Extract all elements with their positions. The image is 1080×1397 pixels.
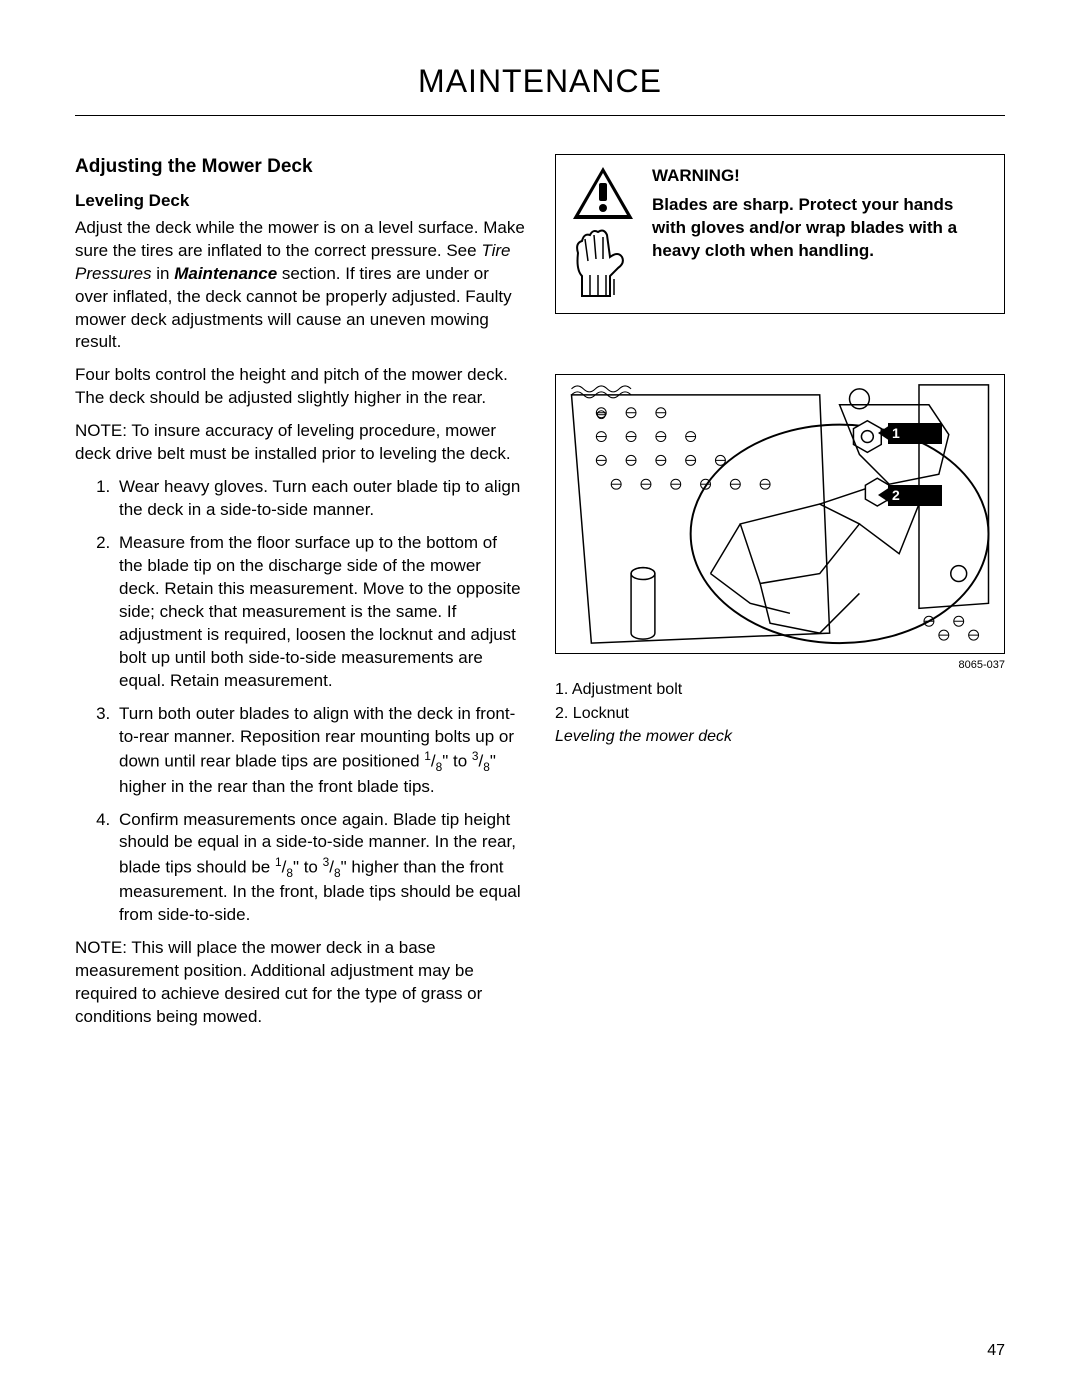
step-4: Confirm measurements once again. Blade t…: [115, 809, 525, 928]
gloves-icon: [568, 227, 638, 299]
figure-box: 1 2: [555, 374, 1005, 654]
frac2-num: 3: [472, 749, 479, 763]
subhead-leveling: Leveling Deck: [75, 190, 525, 213]
legend-1: 1. Adjustment bolt: [555, 679, 1005, 701]
frac4-den: 8: [334, 866, 341, 880]
warning-body: Blades are sharp. Protect your hands wit…: [652, 194, 992, 263]
warning-head: WARNING!: [652, 165, 992, 188]
figure-id: 8065-037: [555, 658, 1005, 673]
steps-list: Wear heavy gloves. Turn each outer blade…: [75, 476, 525, 927]
legend-2: 2. Locknut: [555, 703, 1005, 725]
frac3-den: 8: [286, 866, 293, 880]
warning-icons: [568, 165, 638, 299]
callout-2-label: 2: [892, 487, 900, 503]
step-1: Wear heavy gloves. Turn each outer blade…: [115, 476, 525, 522]
right-column: WARNING! Blades are sharp. Protect your …: [555, 154, 1005, 1039]
section-title: Adjusting the Mower Deck: [75, 154, 525, 180]
warning-text: WARNING! Blades are sharp. Protect your …: [652, 165, 992, 299]
para-1a: Adjust the deck while the mower is on a …: [75, 218, 525, 260]
page-number: 47: [987, 1340, 1005, 1362]
para-4-note: NOTE: This will place the mower deck in …: [75, 937, 525, 1029]
frac1-den: 8: [436, 761, 443, 775]
para-2: Four bolts control the height and pitch …: [75, 364, 525, 410]
step-2: Measure from the floor surface up to the…: [115, 532, 525, 693]
para-1b: in: [152, 264, 175, 283]
figure: 1 2 8065-037 1. Adjustment bolt 2. Lockn…: [555, 374, 1005, 748]
page-title: MAINTENANCE: [75, 60, 1005, 116]
warning-box: WARNING! Blades are sharp. Protect your …: [555, 154, 1005, 314]
callout-2: 2: [888, 485, 942, 506]
para-3-note: NOTE: To insure accuracy of leveling pro…: [75, 420, 525, 466]
para-1: Adjust the deck while the mower is on a …: [75, 217, 525, 355]
frac-to-2: to: [299, 858, 323, 877]
mower-deck-illustration: [556, 375, 1004, 653]
para-1-italic2: Maintenance: [174, 264, 277, 283]
frac2-den: 8: [483, 761, 490, 775]
frac1-num: 1: [424, 749, 431, 763]
callout-1: 1: [888, 423, 942, 444]
callout-1-label: 1: [892, 425, 900, 441]
figure-caption: Leveling the mower deck: [555, 726, 1005, 748]
warning-triangle-icon: [571, 165, 635, 221]
frac-to-1: to: [448, 752, 472, 771]
frac4-num: 3: [323, 855, 330, 869]
left-column: Adjusting the Mower Deck Leveling Deck A…: [75, 154, 525, 1039]
step-3: Turn both outer blades to align with the…: [115, 703, 525, 799]
frac3-num: 1: [275, 855, 282, 869]
step-3b: higher in the rear than the front blade …: [119, 777, 435, 796]
